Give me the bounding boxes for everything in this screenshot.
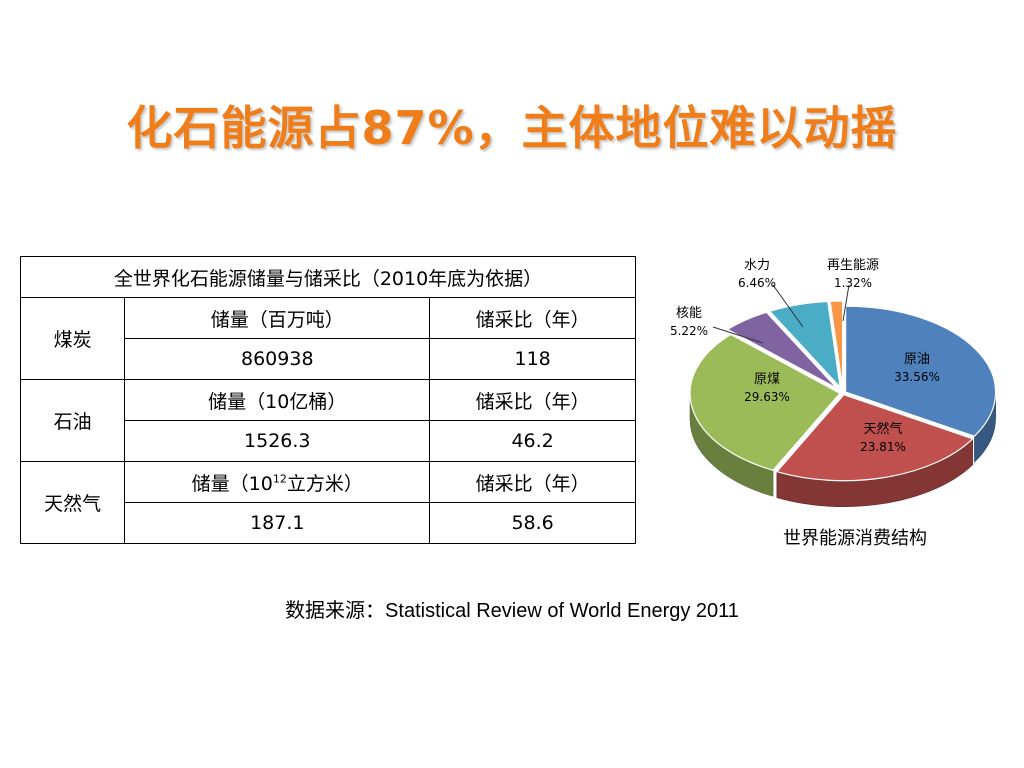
- reserve-label: 储量（10亿桶）: [124, 379, 431, 421]
- pie-slice: [726, 311, 838, 389]
- reserves-table: 全世界化石能源储量与储采比（2010年底为依据） 煤炭 储量（百万吨） 储采比（…: [19, 256, 636, 544]
- ratio-value: 46.2: [429, 420, 636, 462]
- ratio-label: 储采比（年）: [429, 297, 636, 339]
- row-name: 石油: [19, 379, 126, 462]
- reserve-label-suffix: 立方米）: [286, 472, 363, 495]
- leader-line: [842, 284, 850, 322]
- reserve-label-exponent: 12: [272, 472, 287, 486]
- slice-label: 原煤: [754, 372, 780, 387]
- slice-value-label: 23.81%: [860, 440, 906, 454]
- data-source: 数据来源：Statistical Review of World Energy …: [285, 600, 739, 622]
- reserve-label: 储量（百万吨）: [124, 297, 431, 339]
- ratio-value: 118: [429, 338, 636, 380]
- table-row: 石油 储量（10亿桶） 储采比（年）: [19, 379, 636, 462]
- pie-slice: [829, 300, 844, 388]
- slice-value-label: 5.22%: [670, 324, 708, 338]
- slice-label: 再生能源: [827, 258, 879, 273]
- slice-value-label: 1.32%: [834, 276, 872, 290]
- table-row: 1526.3 46.2: [21, 420, 636, 462]
- slice-label: 水力: [744, 258, 770, 273]
- slice-value-label: 33.56%: [894, 370, 940, 384]
- reserve-label: 储量（1012立方米）: [124, 461, 431, 503]
- ratio-value: 58.6: [429, 502, 636, 544]
- row-name: 煤炭: [19, 297, 126, 380]
- reserve-value: 860938: [124, 338, 431, 380]
- table-header: 全世界化石能源储量与储采比（2010年底为依据）: [20, 256, 636, 298]
- page-title: 化石能源占87%，主体地位难以动摇: [126, 101, 898, 155]
- pie-label-layer: 原油 33.56% 天然气 23.81% 原煤 29.63% 核能 5.22% 水力 6.46% 再…: [670, 258, 940, 454]
- slice-label: 原油: [904, 352, 930, 367]
- table-row: 860938 118: [21, 338, 636, 380]
- pie-slice: [775, 394, 974, 482]
- ratio-label: 储采比（年）: [429, 461, 636, 503]
- row-name: 天然气: [19, 461, 126, 544]
- reserve-label-prefix: 储量（10: [191, 472, 273, 495]
- slice-value-label: 6.46%: [738, 276, 776, 290]
- pie-slice: [845, 305, 997, 437]
- pie-slice: [768, 300, 842, 390]
- energy-pie-chart: 原油 33.56% 天然气 23.81% 原煤 29.63% 核能 5.22% 水力 6.46% 再…: [670, 258, 997, 508]
- leader-line: [712, 326, 764, 344]
- chart-title: 世界能源消费结构: [783, 528, 927, 549]
- pie-top-layer: [689, 300, 997, 482]
- slice-value-label: 29.63%: [744, 390, 790, 404]
- reserve-value: 187.1: [124, 502, 431, 544]
- slice-label: 天然气: [863, 421, 902, 437]
- pie-slice: [689, 333, 841, 471]
- reserve-value: 1526.3: [124, 420, 431, 462]
- leader-line: [772, 284, 804, 328]
- table-row: 天然气 储量（1012立方米） 储采比（年）: [19, 461, 636, 544]
- pie-leader-lines: [712, 284, 850, 344]
- table-row: 187.1 58.6: [21, 502, 636, 544]
- slice-label: 核能: [676, 306, 702, 321]
- table-header-row: 全世界化石能源储量与储采比（2010年底为依据）: [20, 256, 636, 298]
- ratio-label: 储采比（年）: [429, 379, 636, 421]
- table-row: 煤炭 储量（百万吨） 储采比（年）: [19, 297, 636, 380]
